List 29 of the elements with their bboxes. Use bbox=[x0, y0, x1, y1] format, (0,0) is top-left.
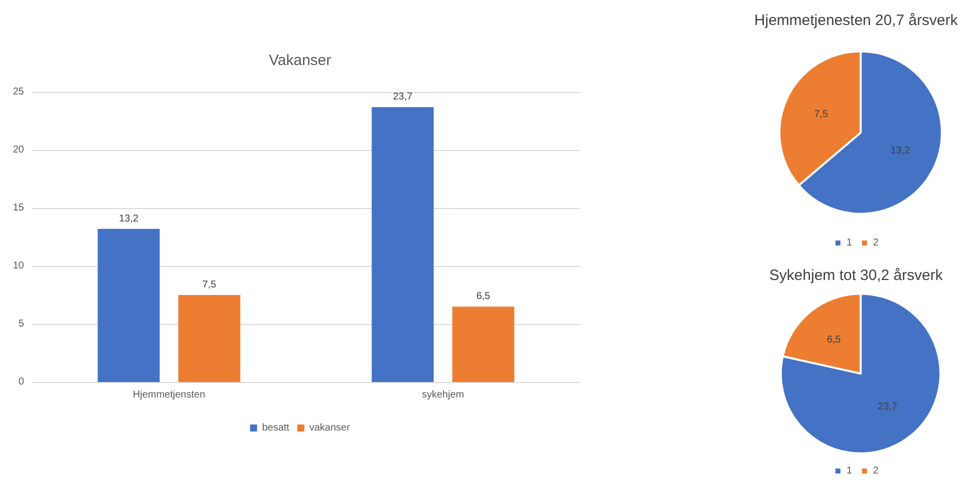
data-label: 23,7 bbox=[392, 92, 413, 103]
y-tick-label: 15 bbox=[12, 202, 24, 214]
y-tick-label: 0 bbox=[18, 376, 24, 388]
x-tick-label: sykehjem bbox=[422, 390, 464, 400]
legend-label: vakanser bbox=[309, 422, 351, 434]
legend-label: 1 bbox=[846, 466, 852, 476]
bar bbox=[372, 107, 434, 382]
bar bbox=[98, 228, 160, 382]
data-label: 7,5 bbox=[814, 108, 828, 120]
chart-title: Vakanser bbox=[268, 52, 332, 69]
data-label: 13,2 bbox=[890, 145, 910, 156]
bar bbox=[178, 295, 240, 382]
chart-title: Hjemmetjenesten 20,7 årsverk bbox=[754, 12, 958, 29]
x-tick-label: Hjemmetjensten bbox=[132, 390, 206, 400]
y-tick-label: 5 bbox=[18, 318, 24, 330]
data-label: 23,7 bbox=[878, 402, 898, 413]
data-label: 6,5 bbox=[476, 291, 491, 302]
y-tick-label: 10 bbox=[12, 260, 24, 272]
data-label: 7,5 bbox=[202, 280, 217, 290]
legend-label: 1 bbox=[846, 238, 852, 248]
y-tick-label: 25 bbox=[12, 86, 24, 98]
y-tick-label: 20 bbox=[12, 144, 24, 156]
data-label: 6,5 bbox=[826, 334, 842, 346]
bar bbox=[452, 306, 514, 382]
legend-label: besatt bbox=[262, 422, 290, 434]
data-label: 13,2 bbox=[118, 213, 139, 224]
legend-label: 2 bbox=[873, 238, 879, 248]
chart-title: Sykehjem tot 30,2 årsverk bbox=[769, 267, 944, 284]
legend-label: 2 bbox=[873, 466, 879, 476]
